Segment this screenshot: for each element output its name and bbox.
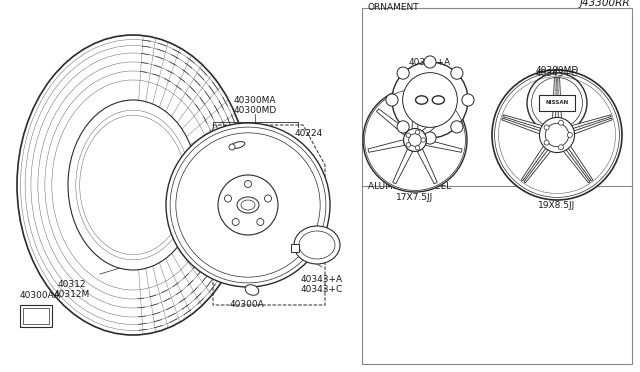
Bar [20,305,52,327]
Circle shape [244,180,252,187]
Circle shape [404,129,426,151]
Circle shape [559,120,563,125]
Circle shape [386,94,398,106]
Circle shape [397,67,409,79]
Circle shape [406,142,410,147]
Text: 40300AA: 40300AA [20,291,61,300]
Circle shape [264,195,271,202]
Circle shape [527,73,587,133]
Circle shape [424,56,436,68]
Polygon shape [568,115,611,130]
Circle shape [166,123,330,287]
Circle shape [257,218,264,225]
Circle shape [392,62,468,138]
Bar [362,8,632,364]
Ellipse shape [231,142,245,148]
Polygon shape [393,149,413,184]
Polygon shape [552,78,556,122]
Text: 40312
40312M: 40312 40312M [54,280,90,299]
Circle shape [462,94,474,106]
Circle shape [415,130,420,134]
Text: NISSAN: NISSAN [545,100,568,106]
Circle shape [544,140,549,145]
Text: 19X8.5JJ: 19X8.5JJ [538,201,575,210]
Circle shape [409,134,421,146]
Polygon shape [566,143,593,181]
Text: 40343+C: 40343+C [536,69,578,78]
Circle shape [544,125,549,130]
Ellipse shape [17,35,249,335]
Circle shape [568,132,572,138]
Text: J43300RR: J43300RR [579,0,630,8]
Bar [291,244,299,252]
Circle shape [225,195,232,202]
Polygon shape [561,146,590,183]
Polygon shape [422,109,454,135]
Polygon shape [417,149,437,184]
Polygon shape [524,146,553,183]
Circle shape [424,132,436,144]
Circle shape [229,144,235,150]
Text: ALUMINUM WHEEL: ALUMINUM WHEEL [368,182,451,191]
Polygon shape [558,78,561,122]
Text: 40224: 40224 [295,129,323,138]
Ellipse shape [68,100,198,270]
Text: 40343+A: 40343+A [409,58,451,67]
Polygon shape [521,143,548,181]
Text: 40300A: 40300A [230,300,264,309]
Ellipse shape [245,285,259,295]
Text: 40300MA
40300MD: 40300MA 40300MD [234,96,276,115]
Bar [539,95,575,111]
Polygon shape [426,140,462,152]
Polygon shape [570,118,612,135]
Circle shape [540,118,575,153]
Circle shape [421,138,426,142]
Circle shape [397,121,409,133]
Text: 40300MD: 40300MD [536,66,579,75]
Polygon shape [368,140,404,152]
Circle shape [492,70,622,200]
Circle shape [451,121,463,133]
Text: 40311: 40311 [222,125,251,134]
Circle shape [403,73,458,127]
Bar [23,308,49,324]
Polygon shape [376,109,408,135]
Polygon shape [502,118,545,135]
Text: 40343+A
40343+C: 40343+A 40343+C [301,275,343,294]
Circle shape [406,133,410,137]
Circle shape [559,145,563,150]
Text: 17X7.5JJ: 17X7.5JJ [396,193,434,202]
Circle shape [545,123,569,147]
Text: ORNAMENT: ORNAMENT [368,3,420,12]
Polygon shape [412,92,418,129]
Circle shape [363,88,467,192]
Circle shape [451,67,463,79]
Circle shape [218,175,278,235]
Polygon shape [503,115,546,130]
Ellipse shape [237,197,259,213]
Text: 40300MA: 40300MA [394,84,436,93]
Ellipse shape [294,226,340,264]
Circle shape [232,218,239,225]
Circle shape [415,145,420,150]
